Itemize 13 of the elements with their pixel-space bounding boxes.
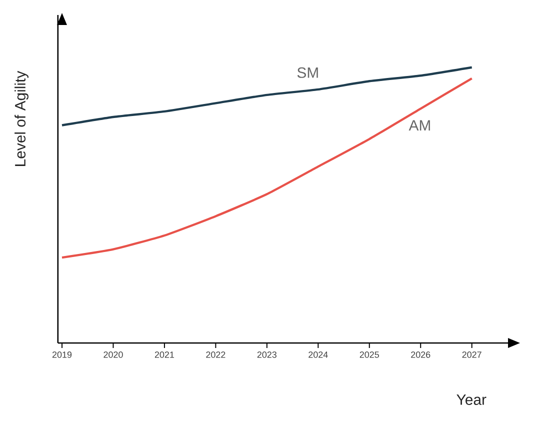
x-tick-label: 2026 [411, 351, 430, 358]
x-tick-label: 2019 [52, 351, 72, 358]
x-tick-label: 2021 [154, 351, 174, 358]
y-axis-title: Level of Agility [14, 70, 28, 166]
x-tick-label: 2024 [308, 351, 328, 358]
series-label: SM [297, 67, 318, 78]
x-tick-label: 2023 [257, 351, 276, 358]
x-tick-label: 2025 [360, 351, 379, 358]
x-tick-label: 2022 [206, 351, 226, 358]
series-label: AM [408, 120, 430, 130]
x-tick-label: 2027 [462, 351, 482, 358]
x-tick-label: 2020 [104, 351, 123, 358]
x-axis-title: Year [456, 394, 486, 405]
